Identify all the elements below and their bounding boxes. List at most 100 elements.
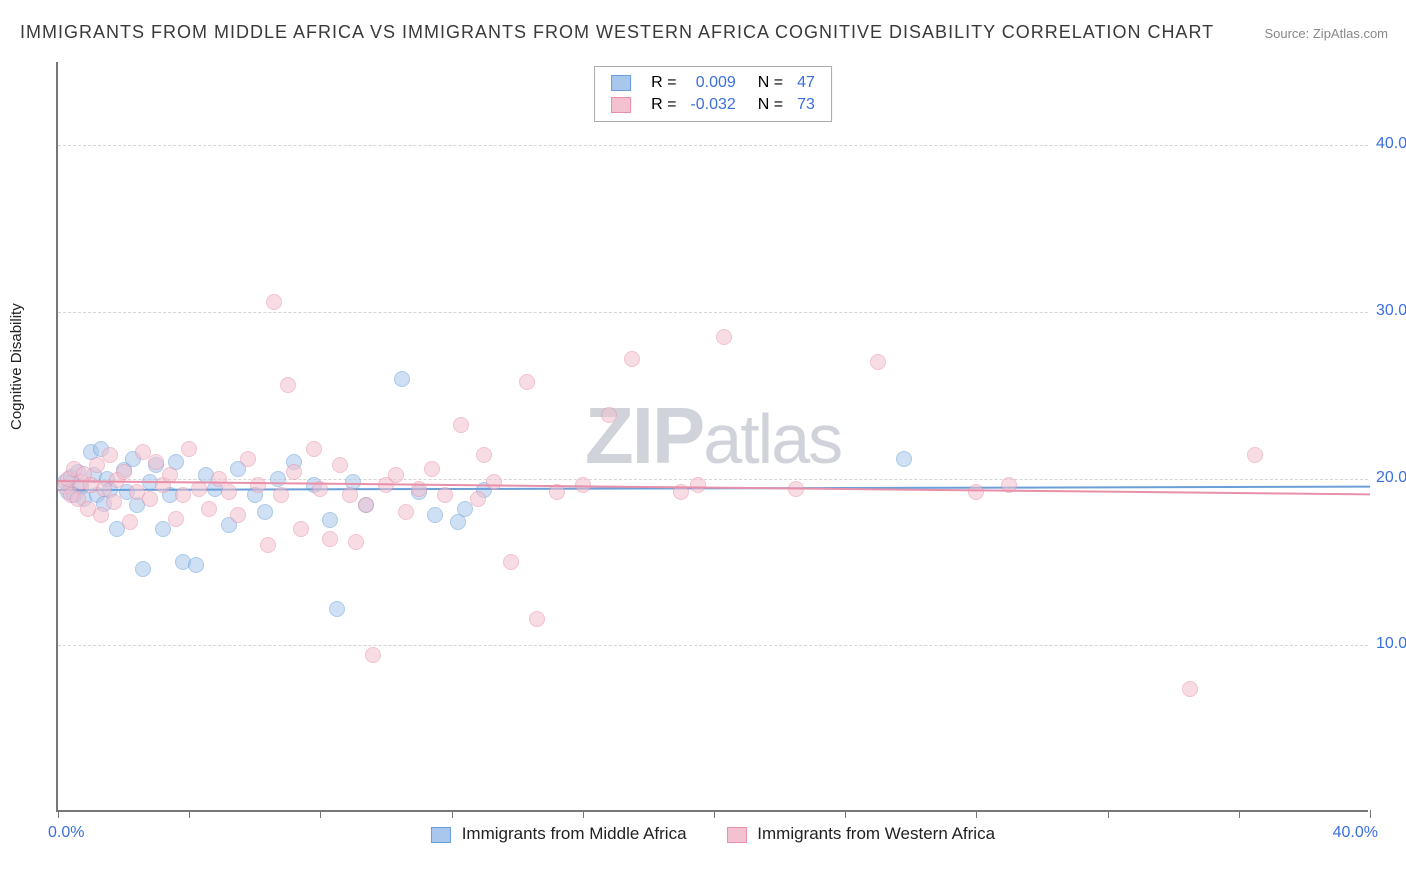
x-tick-mark	[452, 810, 453, 818]
data-point-middle	[322, 512, 338, 528]
data-point-middle	[188, 557, 204, 573]
data-point-western	[322, 531, 338, 547]
swatch-middle-icon	[611, 75, 631, 91]
data-point-western	[250, 477, 266, 493]
data-point-middle	[896, 451, 912, 467]
data-point-western	[332, 457, 348, 473]
data-point-western	[519, 374, 535, 390]
data-point-western	[365, 647, 381, 663]
data-point-western	[624, 351, 640, 367]
data-point-middle	[427, 507, 443, 523]
data-point-western	[266, 294, 282, 310]
data-point-western	[453, 417, 469, 433]
n-value-western: 73	[797, 96, 815, 113]
r-value-western: -0.032	[690, 96, 735, 113]
legend-row-western: R = -0.032 N = 73	[605, 95, 821, 115]
n-value-middle: 47	[797, 74, 815, 91]
swatch-western-icon	[611, 97, 631, 113]
data-point-western	[968, 484, 984, 500]
y-tick-label: 30.0%	[1376, 302, 1406, 320]
n-prefix: N =	[758, 74, 783, 91]
data-point-western	[486, 474, 502, 490]
legend-row-middle: R = 0.009 N = 47	[605, 73, 821, 93]
chart-plot-area: ZIPatlas R = 0.009 N = 47 R = -0.032 N =…	[56, 62, 1368, 812]
watermark-text: ZIPatlas	[585, 390, 841, 482]
x-tick-mark	[976, 810, 977, 818]
x-tick-mark	[845, 810, 846, 818]
gridline	[58, 645, 1368, 646]
x-tick-mark	[1370, 810, 1371, 818]
data-point-western	[148, 454, 164, 470]
gridline	[58, 312, 1368, 313]
x-tick-mark	[320, 810, 321, 818]
data-point-western	[358, 497, 374, 513]
n-prefix: N =	[758, 96, 783, 113]
x-tick-mark	[58, 810, 59, 818]
data-point-western	[116, 464, 132, 480]
chart-title: IMMIGRANTS FROM MIDDLE AFRICA VS IMMIGRA…	[20, 22, 1214, 43]
x-tick-mark	[583, 810, 584, 818]
data-point-western	[424, 461, 440, 477]
legend-label-western: Immigrants from Western Africa	[757, 824, 995, 843]
series-legend: Immigrants from Middle Africa Immigrants…	[431, 824, 995, 844]
legend-item-western: Immigrants from Western Africa	[727, 824, 995, 844]
x-tick-mark	[189, 810, 190, 818]
r-prefix: R =	[651, 96, 676, 113]
x-tick-mark	[1108, 810, 1109, 818]
watermark-light: atlas	[703, 400, 841, 478]
r-prefix: R =	[651, 74, 676, 91]
data-point-western	[529, 611, 545, 627]
data-point-western	[122, 514, 138, 530]
data-point-western	[601, 407, 617, 423]
x-tick-mark	[714, 810, 715, 818]
swatch-western-icon	[727, 827, 747, 843]
data-point-western	[102, 447, 118, 463]
swatch-middle-icon	[431, 827, 451, 843]
data-point-western	[221, 484, 237, 500]
data-point-western	[870, 354, 886, 370]
data-point-western	[280, 377, 296, 393]
data-point-western	[175, 487, 191, 503]
data-point-western	[476, 447, 492, 463]
data-point-western	[286, 464, 302, 480]
r-value-middle: 0.009	[696, 74, 736, 91]
data-point-western	[273, 487, 289, 503]
data-point-western	[470, 491, 486, 507]
data-point-western	[437, 487, 453, 503]
data-point-western	[348, 534, 364, 550]
data-point-western	[93, 507, 109, 523]
correlation-legend: R = 0.009 N = 47 R = -0.032 N = 73	[594, 66, 832, 122]
data-point-western	[293, 521, 309, 537]
data-point-western	[1247, 447, 1263, 463]
gridline	[58, 145, 1368, 146]
legend-label-middle: Immigrants from Middle Africa	[462, 824, 687, 843]
x-axis-max-label: 40.0%	[1333, 824, 1378, 842]
y-tick-label: 10.0%	[1376, 635, 1406, 653]
data-point-middle	[257, 504, 273, 520]
data-point-middle	[394, 371, 410, 387]
data-point-western	[398, 504, 414, 520]
x-tick-mark	[1239, 810, 1240, 818]
data-point-middle	[135, 561, 151, 577]
data-point-western	[181, 441, 197, 457]
x-axis-min-label: 0.0%	[48, 824, 84, 842]
source-attribution: Source: ZipAtlas.com	[1264, 26, 1388, 41]
y-tick-label: 20.0%	[1376, 469, 1406, 487]
data-point-western	[240, 451, 256, 467]
data-point-middle	[329, 601, 345, 617]
data-point-western	[106, 494, 122, 510]
data-point-western	[342, 487, 358, 503]
data-point-western	[201, 501, 217, 517]
y-tick-label: 40.0%	[1376, 135, 1406, 153]
legend-item-middle: Immigrants from Middle Africa	[431, 824, 687, 844]
data-point-western	[230, 507, 246, 523]
data-point-western	[260, 537, 276, 553]
data-point-western	[388, 467, 404, 483]
data-point-western	[716, 329, 732, 345]
y-axis-label: Cognitive Disability	[8, 303, 25, 430]
data-point-western	[1182, 681, 1198, 697]
data-point-western	[690, 477, 706, 493]
watermark-bold: ZIP	[585, 391, 703, 480]
data-point-western	[142, 491, 158, 507]
data-point-western	[503, 554, 519, 570]
